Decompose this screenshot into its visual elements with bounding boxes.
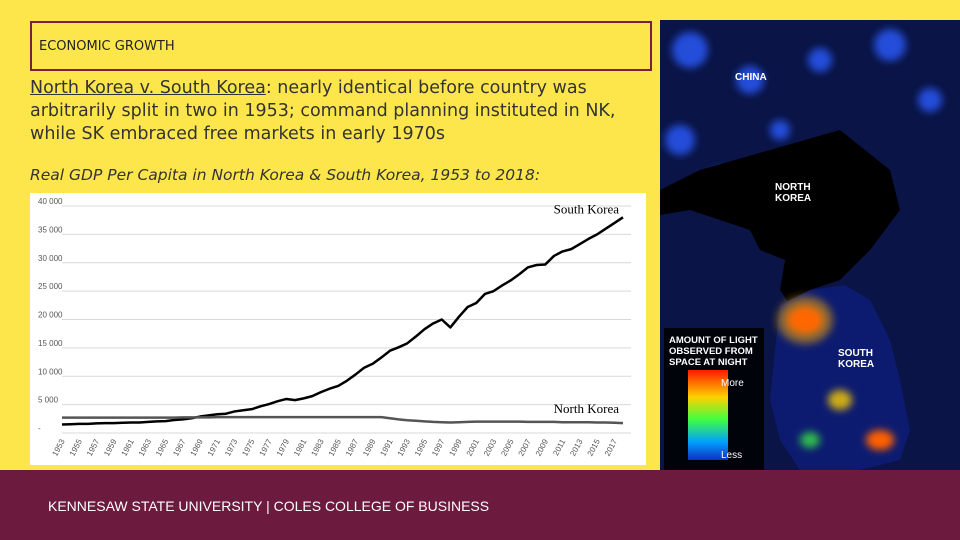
x-tick-label: 1989 <box>361 437 378 457</box>
y-tick-label: 35 000 <box>38 225 63 234</box>
x-tick-label: 1973 <box>223 437 240 457</box>
x-tick-label: 2009 <box>534 437 551 457</box>
x-tick-label: 1979 <box>275 437 292 457</box>
x-tick-label: 2001 <box>465 437 482 457</box>
legend-less: Less <box>721 450 743 461</box>
x-tick-label: 2017 <box>603 437 620 457</box>
x-tick-label: 1981 <box>292 437 309 457</box>
series-label: North Korea <box>554 401 620 416</box>
body-sentence: : nearly identical before country was ar… <box>30 78 616 144</box>
series-label: South Korea <box>554 201 620 216</box>
x-tick-label: 1985 <box>327 437 344 457</box>
y-tick-label: - <box>38 424 41 433</box>
y-tick-label: 40 000 <box>38 197 63 206</box>
y-tick-label: 5 000 <box>38 396 59 405</box>
x-tick-label: 2007 <box>517 437 534 457</box>
x-tick-label: 2003 <box>482 437 499 457</box>
x-tick-label: 1997 <box>430 437 447 457</box>
map-label: CHINA <box>735 72 767 83</box>
body-text: North Korea v. South Korea: nearly ident… <box>30 77 655 146</box>
x-tick-label: 1999 <box>447 437 464 457</box>
x-tick-label: 2011 <box>551 437 567 457</box>
series-line <box>61 216 624 426</box>
map-label: SOUTH KOREA <box>838 348 875 370</box>
y-tick-label: 15 000 <box>38 339 63 348</box>
x-tick-label: 1993 <box>396 437 413 457</box>
x-tick-label: 1953 <box>50 437 67 457</box>
slide-title: ECONOMIC GROWTH <box>39 39 175 54</box>
x-tick-label: 1977 <box>258 437 275 457</box>
footer: KENNESAW STATE UNIVERSITY | COLES COLLEG… <box>0 470 960 540</box>
y-tick-label: 10 000 <box>38 367 63 376</box>
footer-text: KENNESAW STATE UNIVERSITY | COLES COLLEG… <box>48 498 490 514</box>
x-tick-label: 1991 <box>378 437 395 457</box>
series-line <box>62 415 624 425</box>
x-tick-label: 1963 <box>137 437 154 457</box>
map-label: NORTH KOREA <box>775 182 812 204</box>
y-tick-label: 30 000 <box>38 254 63 263</box>
x-tick-label: 1959 <box>102 437 119 457</box>
y-tick-label: 20 000 <box>38 311 63 320</box>
title-box: ECONOMIC GROWTH <box>30 21 652 71</box>
x-tick-label: 2005 <box>499 437 516 457</box>
x-tick-label: 1971 <box>206 437 223 457</box>
x-tick-label: 1957 <box>85 437 102 457</box>
x-tick-label: 1965 <box>154 437 171 457</box>
chart-panel: - 5 000 10 000 15 000 20 000 25 000 30 000 35 0… <box>30 193 646 465</box>
x-tick-label: 1961 <box>120 437 137 457</box>
legend-more: More <box>721 378 744 389</box>
x-tick-label: 1975 <box>240 437 257 457</box>
map-image <box>660 20 960 470</box>
chart-title: Real GDP Per Capita in North Korea & Sou… <box>30 166 541 184</box>
x-tick-label: 2015 <box>586 437 603 457</box>
x-tick-label: 1995 <box>413 437 430 457</box>
x-tick-label: 1967 <box>171 437 188 457</box>
night-map: CHINA NORTH KOREA SOUTH KOREA AMOUNT OF … <box>660 20 960 470</box>
legend-title: AMOUNT OF LIGHT OBSERVED FROM SPACE AT N… <box>669 335 758 368</box>
x-tick-label: 1987 <box>344 437 361 457</box>
x-tick-label: 2013 <box>568 437 585 457</box>
chart: - 5 000 10 000 15 000 20 000 25 000 30 000 35 0… <box>38 197 631 458</box>
x-tick-label: 1955 <box>68 437 85 457</box>
link-text: North Korea v. South Korea <box>30 78 266 98</box>
y-tick-label: 25 000 <box>38 282 63 291</box>
x-tick-label: 1969 <box>189 437 206 457</box>
x-tick-label: 1983 <box>309 437 326 457</box>
